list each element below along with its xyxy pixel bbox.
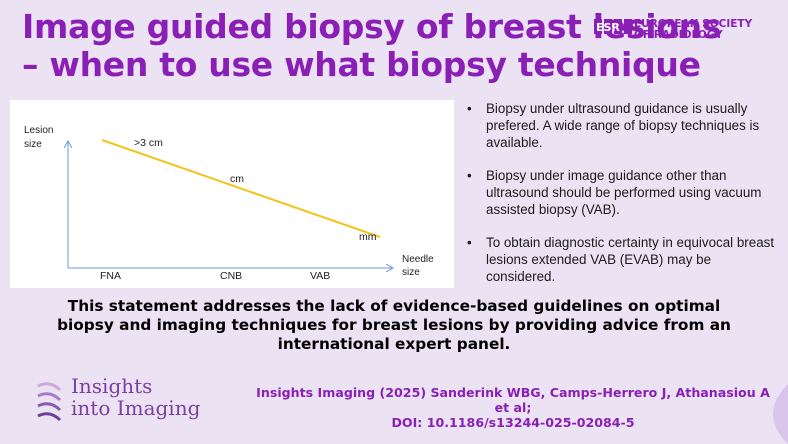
esr-logo-text: ESR bbox=[596, 21, 620, 34]
esr-logo-bar-3 bbox=[614, 19, 622, 34]
esr-logo: ESR bbox=[594, 19, 632, 34]
bullet-text: Biopsy under image guidance other than u… bbox=[486, 168, 762, 217]
bullet-item: • To obtain diagnostic certainty in equiv… bbox=[466, 234, 782, 285]
title-line-1: Image guided biopsy of breast lesions bbox=[22, 7, 722, 46]
bullet-dot: • bbox=[467, 101, 472, 116]
insights-logo-icon bbox=[37, 382, 62, 422]
key-statement: This statement addresses the lack of evi… bbox=[57, 297, 731, 353]
citation: Insights Imaging (2025) Sanderink WBG, C… bbox=[248, 385, 778, 430]
bullet-list: • Biopsy under ultrasound guidance is usu… bbox=[466, 100, 782, 301]
x-axis-label-1: Needle bbox=[402, 254, 434, 265]
bullet-text: Biopsy under ultrasound guidance is usua… bbox=[486, 101, 760, 150]
society-name-line-1: EUROPEAN SOCIETY bbox=[634, 18, 753, 30]
y-axis-label-1: Lesion bbox=[24, 125, 53, 136]
citation-line-1: Insights Imaging (2025) Sanderink WBG, C… bbox=[256, 385, 770, 415]
page-title: Image guided biopsy of breast lesions – … bbox=[22, 7, 722, 84]
corner-decoration bbox=[773, 384, 788, 444]
bullet-item: • Biopsy under ultrasound guidance is usu… bbox=[466, 100, 782, 151]
society-name: EUROPEAN SOCIETY OF RADIOLOGY bbox=[634, 19, 752, 41]
journal-name-line-1: Insights bbox=[71, 374, 153, 398]
biopsy-chart: Lesion size Needle size FNA CNB VAB >3 c… bbox=[10, 100, 454, 288]
esr-logo-bar-2 bbox=[604, 19, 612, 34]
trend-line bbox=[101, 139, 381, 238]
bullet-item: • Biopsy under image guidance other than … bbox=[466, 167, 782, 218]
journal-name-line-2: into Imaging bbox=[71, 396, 201, 420]
x-axis-label-2: size bbox=[402, 267, 420, 278]
bullet-dot: • bbox=[467, 168, 472, 183]
bullet-text: To obtain diagnostic certainty in equivo… bbox=[486, 235, 775, 284]
annotation-medium: cm bbox=[230, 173, 244, 185]
citation-line-2: DOI: 10.1186/s13244-025-02084-5 bbox=[391, 415, 635, 430]
bullet-dot: • bbox=[467, 235, 472, 250]
society-name-line-2: OF RADIOLOGY bbox=[634, 29, 723, 41]
tick-label-vab: VAB bbox=[310, 270, 330, 282]
esr-logo-bar-4 bbox=[624, 19, 632, 34]
y-axis-label-2: size bbox=[24, 139, 42, 150]
esr-logo-bar-1 bbox=[594, 19, 602, 34]
journal-name: Insights into Imaging bbox=[71, 375, 200, 419]
tick-label-fna: FNA bbox=[100, 270, 121, 282]
chart-svg: Lesion size Needle size FNA CNB VAB >3 c… bbox=[24, 125, 434, 282]
tick-label-cnb: CNB bbox=[220, 270, 242, 282]
annotation-small: mm bbox=[359, 231, 377, 243]
title-line-2: – when to use what biopsy technique bbox=[22, 45, 701, 84]
annotation-large: >3 cm bbox=[134, 137, 163, 149]
